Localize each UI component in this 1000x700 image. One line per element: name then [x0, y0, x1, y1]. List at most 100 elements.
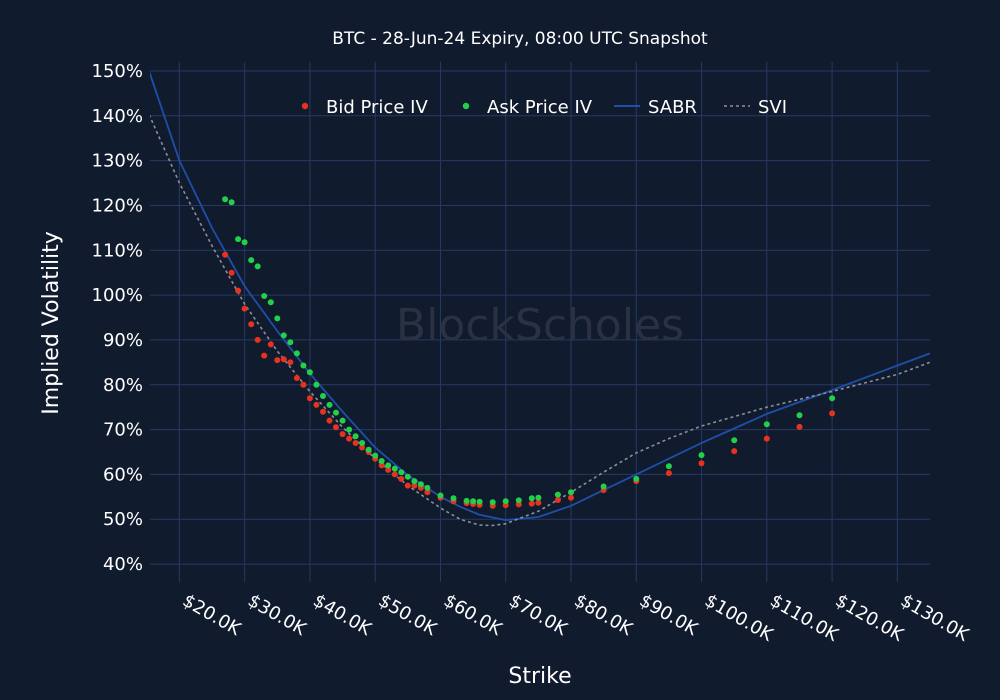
ask-iv-point	[515, 497, 522, 504]
ask-iv-point	[365, 446, 372, 453]
legend-bid-marker	[301, 102, 309, 110]
bid-iv-point	[424, 489, 431, 496]
legend-svi-label: SVI	[758, 97, 787, 118]
ask-iv-point	[346, 426, 353, 433]
bid-iv-point	[333, 424, 339, 431]
bid-iv-point	[306, 395, 313, 402]
bid-iv-point	[731, 448, 738, 455]
x-axis-title: Strike	[508, 664, 571, 689]
legend-sabr-label: SABR	[648, 97, 697, 118]
legend-ask[interactable]: Ask Price IV	[462, 97, 593, 118]
ask-iv-point	[417, 481, 424, 488]
bid-iv-point	[763, 435, 770, 442]
bid-iv-point	[796, 423, 803, 430]
grid-layer	[150, 62, 930, 582]
legend-svi[interactable]: SVI	[724, 97, 787, 118]
ask-iv-point	[326, 401, 333, 408]
ask-iv-point	[600, 483, 607, 490]
ask-iv-point	[633, 475, 640, 482]
bid-iv-point	[248, 321, 255, 328]
ask-iv-point	[300, 362, 307, 369]
bid-iv-point	[385, 466, 392, 473]
bid-iv-point	[254, 336, 261, 343]
ask-iv-point	[554, 491, 561, 498]
ask-iv-point	[463, 497, 470, 504]
ask-iv-point	[398, 469, 405, 476]
ask-iv-point	[320, 393, 326, 399]
bid-iv-point	[261, 352, 268, 359]
ask-iv-point	[502, 498, 509, 505]
ask-iv-point	[280, 332, 287, 339]
sabr-line	[150, 71, 930, 521]
ask-iv-point	[248, 257, 255, 264]
bid-iv-point	[528, 500, 535, 507]
ask-iv-point	[222, 196, 229, 203]
bid-iv-point	[346, 435, 353, 442]
bid-iv-point	[222, 251, 229, 258]
ask-iv-point	[568, 489, 574, 496]
legend-bid[interactable]: Bid Price IV	[301, 97, 429, 118]
bid-iv-point	[378, 462, 385, 469]
bid-iv-point	[274, 357, 281, 364]
plot-area	[150, 71, 930, 527]
ask-iv-point	[261, 293, 268, 299]
y-tick-label: 60%	[103, 464, 143, 485]
bid-iv-point	[665, 470, 672, 477]
bid-iv-point	[829, 410, 836, 417]
chart-title: BTC - 28-Jun-24 Expiry, 08:00 UTC Snapsh…	[332, 29, 708, 49]
bid-iv-point	[352, 440, 359, 446]
ask-iv-point	[665, 463, 672, 470]
y-tick-label: 130%	[92, 151, 143, 172]
ask-iv-point	[796, 412, 803, 419]
bid-iv-point	[313, 401, 320, 408]
ask-iv-point	[450, 495, 457, 502]
ask-iv-point	[372, 452, 379, 459]
ask-iv-point	[763, 421, 770, 428]
ask-iv-point	[339, 417, 346, 424]
ask-iv-point	[535, 494, 542, 501]
series-layer	[150, 71, 930, 527]
ask-iv-point	[228, 199, 235, 206]
y-tick-label: 40%	[103, 554, 143, 575]
ask-iv-point	[437, 492, 444, 499]
bid-iv-point	[404, 482, 411, 489]
ask-iv-point	[731, 437, 738, 444]
ask-iv-point	[489, 499, 496, 506]
bid-iv-point	[267, 341, 274, 348]
bid-iv-point	[698, 460, 705, 467]
y-tick-label: 100%	[92, 285, 143, 306]
bid-iv-point	[287, 359, 294, 366]
ask-iv-point	[829, 395, 836, 402]
bid-iv-point	[326, 417, 333, 424]
y-tick-label: 150%	[92, 61, 143, 82]
bid-iv-point	[320, 408, 326, 415]
ask-iv-point	[391, 465, 398, 472]
y-axis-title: Implied Volatility	[39, 231, 64, 415]
ask-iv-point	[698, 452, 705, 459]
y-tick-label: 70%	[103, 420, 143, 441]
bid-iv-point	[293, 375, 300, 381]
ask-iv-point	[385, 462, 392, 469]
ask-iv-point	[293, 350, 300, 357]
y-tick-label: 80%	[103, 375, 143, 396]
ask-iv-point	[378, 458, 385, 464]
legend-ask-marker	[462, 102, 470, 110]
y-tick-label: 140%	[92, 106, 143, 127]
bid-iv-point	[235, 287, 242, 294]
ask-iv-point	[359, 440, 366, 446]
ask-iv-point	[254, 263, 261, 270]
y-tick-label: 110%	[92, 240, 143, 261]
bid-iv-point	[535, 499, 542, 506]
ask-iv-point	[404, 473, 411, 480]
ask-iv-point	[476, 498, 483, 505]
legend-ask-label: Ask Price IV	[487, 97, 593, 118]
bid-iv-point	[568, 494, 574, 501]
bid-iv-point	[339, 431, 346, 438]
legend-sabr[interactable]: SABR	[614, 97, 697, 118]
ask-iv-point	[235, 236, 242, 243]
ask-iv-point	[313, 381, 320, 388]
y-tick-label: 90%	[103, 330, 143, 351]
ask-iv-point	[528, 495, 535, 502]
